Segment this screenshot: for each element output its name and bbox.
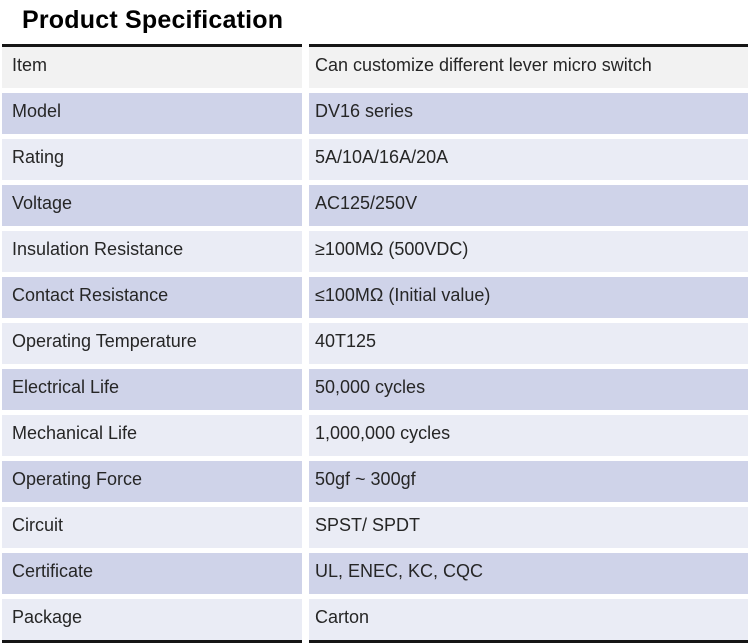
spec-value-cell: Carton bbox=[309, 599, 748, 640]
column-divider bbox=[302, 507, 309, 548]
top-border-left-segment bbox=[2, 44, 302, 47]
column-divider bbox=[302, 185, 309, 226]
spec-row: Certificate UL, ENEC, KC, CQC bbox=[2, 553, 748, 594]
spec-value-cell: 50gf ~ 300gf bbox=[309, 461, 748, 502]
spec-row: Rating 5A/10A/16A/20A bbox=[2, 139, 748, 180]
top-border-gap bbox=[302, 44, 309, 47]
top-border-right-segment bbox=[309, 44, 748, 47]
spec-row: Mechanical Life 1,000,000 cycles bbox=[2, 415, 748, 456]
spec-row: Operating Temperature 40T125 bbox=[2, 323, 748, 364]
column-divider bbox=[302, 369, 309, 410]
spec-label-cell: Rating bbox=[2, 139, 302, 180]
spec-value-cell: 50,000 cycles bbox=[309, 369, 748, 410]
spec-row: Operating Force 50gf ~ 300gf bbox=[2, 461, 748, 502]
spec-value-cell: Can customize different lever micro swit… bbox=[309, 47, 748, 88]
spec-table: Item Can customize different lever micro … bbox=[2, 44, 748, 643]
spec-label-cell: Item bbox=[2, 47, 302, 88]
column-divider bbox=[302, 139, 309, 180]
spec-label-cell: Mechanical Life bbox=[2, 415, 302, 456]
column-divider bbox=[302, 277, 309, 318]
spec-value-cell: ≤100MΩ (Initial value) bbox=[309, 277, 748, 318]
column-divider bbox=[302, 553, 309, 594]
column-divider bbox=[302, 415, 309, 456]
table-top-border bbox=[2, 44, 748, 47]
bottom-border-left-segment bbox=[2, 640, 302, 643]
spec-row: Insulation Resistance ≥100MΩ (500VDC) bbox=[2, 231, 748, 272]
spec-value-cell: AC125/250V bbox=[309, 185, 748, 226]
spec-label-cell: Operating Temperature bbox=[2, 323, 302, 364]
spec-row: Package Carton bbox=[2, 599, 748, 640]
spec-row: Circuit SPST/ SPDT bbox=[2, 507, 748, 548]
bottom-border-gap bbox=[302, 640, 309, 643]
spec-label-cell: Operating Force bbox=[2, 461, 302, 502]
spec-value-cell: DV16 series bbox=[309, 93, 748, 134]
spec-row: Contact Resistance ≤100MΩ (Initial value) bbox=[2, 277, 748, 318]
spec-label-cell: Model bbox=[2, 93, 302, 134]
spec-row: Electrical Life 50,000 cycles bbox=[2, 369, 748, 410]
spec-value-cell: 1,000,000 cycles bbox=[309, 415, 748, 456]
table-bottom-border bbox=[2, 640, 748, 643]
column-divider bbox=[302, 231, 309, 272]
bottom-border-right-segment bbox=[309, 640, 748, 643]
spec-value-cell: 40T125 bbox=[309, 323, 748, 364]
spec-value-cell: UL, ENEC, KC, CQC bbox=[309, 553, 748, 594]
spec-label-cell: Contact Resistance bbox=[2, 277, 302, 318]
spec-row: Item Can customize different lever micro … bbox=[2, 47, 748, 88]
spec-value-cell: SPST/ SPDT bbox=[309, 507, 748, 548]
column-divider bbox=[302, 323, 309, 364]
spec-row: Voltage AC125/250V bbox=[2, 185, 748, 226]
spec-label-cell: Electrical Life bbox=[2, 369, 302, 410]
spec-label-cell: Certificate bbox=[2, 553, 302, 594]
spec-label-cell: Voltage bbox=[2, 185, 302, 226]
spec-label-cell: Package bbox=[2, 599, 302, 640]
column-divider bbox=[302, 599, 309, 640]
spec-value-cell: 5A/10A/16A/20A bbox=[309, 139, 748, 180]
spec-label-cell: Insulation Resistance bbox=[2, 231, 302, 272]
spec-label-cell: Circuit bbox=[2, 507, 302, 548]
column-divider bbox=[302, 461, 309, 502]
column-divider bbox=[302, 47, 309, 88]
spec-value-cell: ≥100MΩ (500VDC) bbox=[309, 231, 748, 272]
spec-row: Model DV16 series bbox=[2, 93, 748, 134]
page-title: Product Specification bbox=[22, 6, 284, 34]
column-divider bbox=[302, 93, 309, 134]
spec-rows: Item Can customize different lever micro … bbox=[2, 47, 748, 640]
